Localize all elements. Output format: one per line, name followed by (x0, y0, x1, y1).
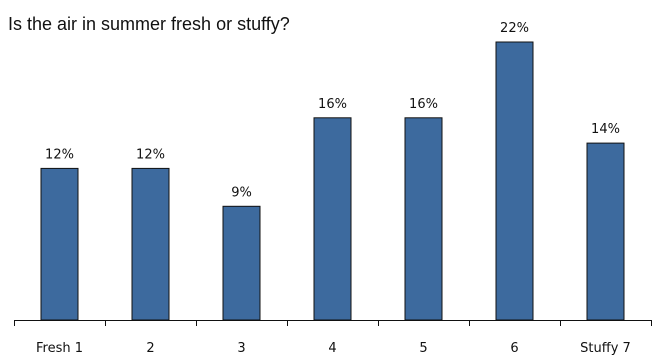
data-label: 12% (136, 147, 165, 162)
bar (495, 41, 534, 321)
chart-title: Is the air in summer fresh or stuffy? (8, 14, 290, 34)
x-axis-ticks (14, 320, 652, 326)
bar (40, 167, 79, 321)
bar (313, 117, 352, 321)
data-label: 9% (231, 185, 252, 200)
x-tick-label: Fresh 1 (36, 341, 83, 356)
x-tick-label: 4 (328, 341, 336, 356)
x-axis-tick-labels: Fresh 1 2 3 4 5 6 Stuffy 7 (36, 341, 631, 356)
x-tick-label: 3 (237, 341, 245, 356)
x-tick-label: 2 (146, 341, 154, 356)
x-tick-label: 5 (419, 341, 427, 356)
data-label: 16% (318, 97, 347, 112)
x-tick-label: 6 (510, 341, 518, 356)
bars-group (40, 41, 625, 321)
bar (131, 167, 170, 321)
bar (222, 205, 261, 321)
bar (586, 142, 625, 321)
bar (404, 117, 443, 321)
data-label: 16% (409, 97, 438, 112)
x-tick-label: Stuffy 7 (580, 341, 631, 356)
data-label: 14% (591, 122, 620, 137)
data-labels-group: 12% 12% 9% 16% 16% 22% 14% (45, 21, 620, 200)
data-label: 22% (500, 21, 529, 36)
data-label: 12% (45, 147, 74, 162)
